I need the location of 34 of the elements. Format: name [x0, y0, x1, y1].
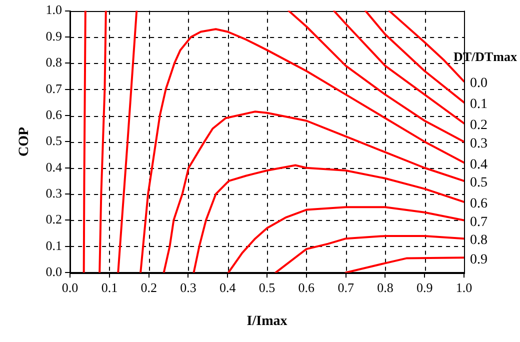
y-tick-label: 0.1: [46, 238, 62, 253]
x-axis-title: I/Imax: [246, 314, 288, 330]
series-label: 0.7: [470, 214, 488, 230]
x-tick-label: 0.0: [62, 280, 78, 295]
y-axis-title: COP: [17, 126, 32, 156]
x-tick-label: 0.9: [416, 280, 433, 295]
x-tick-label: 0.4: [220, 280, 236, 295]
y-tick-label: 0.7: [46, 80, 63, 96]
y-tick-label: 0.4: [46, 159, 63, 174]
x-tick-label: 1.0: [456, 280, 472, 295]
y-tick-label: 0.3: [46, 185, 62, 200]
series-label: 0.3: [470, 136, 488, 152]
x-tick-label: 0.3: [180, 280, 196, 295]
series-label: 0.0: [470, 76, 488, 92]
series-label: 0.4: [470, 157, 488, 172]
y-tick-label: 0.8: [46, 54, 62, 70]
x-tick-label: 0.7: [338, 280, 354, 295]
x-tick-label: 0.1: [101, 280, 118, 295]
series-label: 0.6: [470, 196, 488, 212]
y-tick-label: 0.0: [46, 264, 62, 280]
x-tick-label: 0.5: [258, 280, 276, 295]
series-label: 0.8: [470, 233, 488, 248]
x-tick-label: 0.6: [298, 280, 316, 295]
y-tick-label: 0.9: [46, 28, 62, 44]
y-tick-label: 0.5: [46, 133, 62, 148]
y-tick-label: 1.0: [46, 2, 62, 18]
y-tick-label: 0.2: [46, 212, 62, 227]
series-label: 0.1: [470, 97, 488, 112]
x-tick-label: 0.2: [140, 280, 157, 295]
series-label: 0.9: [470, 252, 488, 268]
y-tick-label: 0.6: [46, 106, 63, 122]
series-label: 0.2: [470, 118, 488, 134]
series-label: 0.5: [470, 176, 488, 191]
x-tick-label: 0.8: [377, 280, 394, 295]
